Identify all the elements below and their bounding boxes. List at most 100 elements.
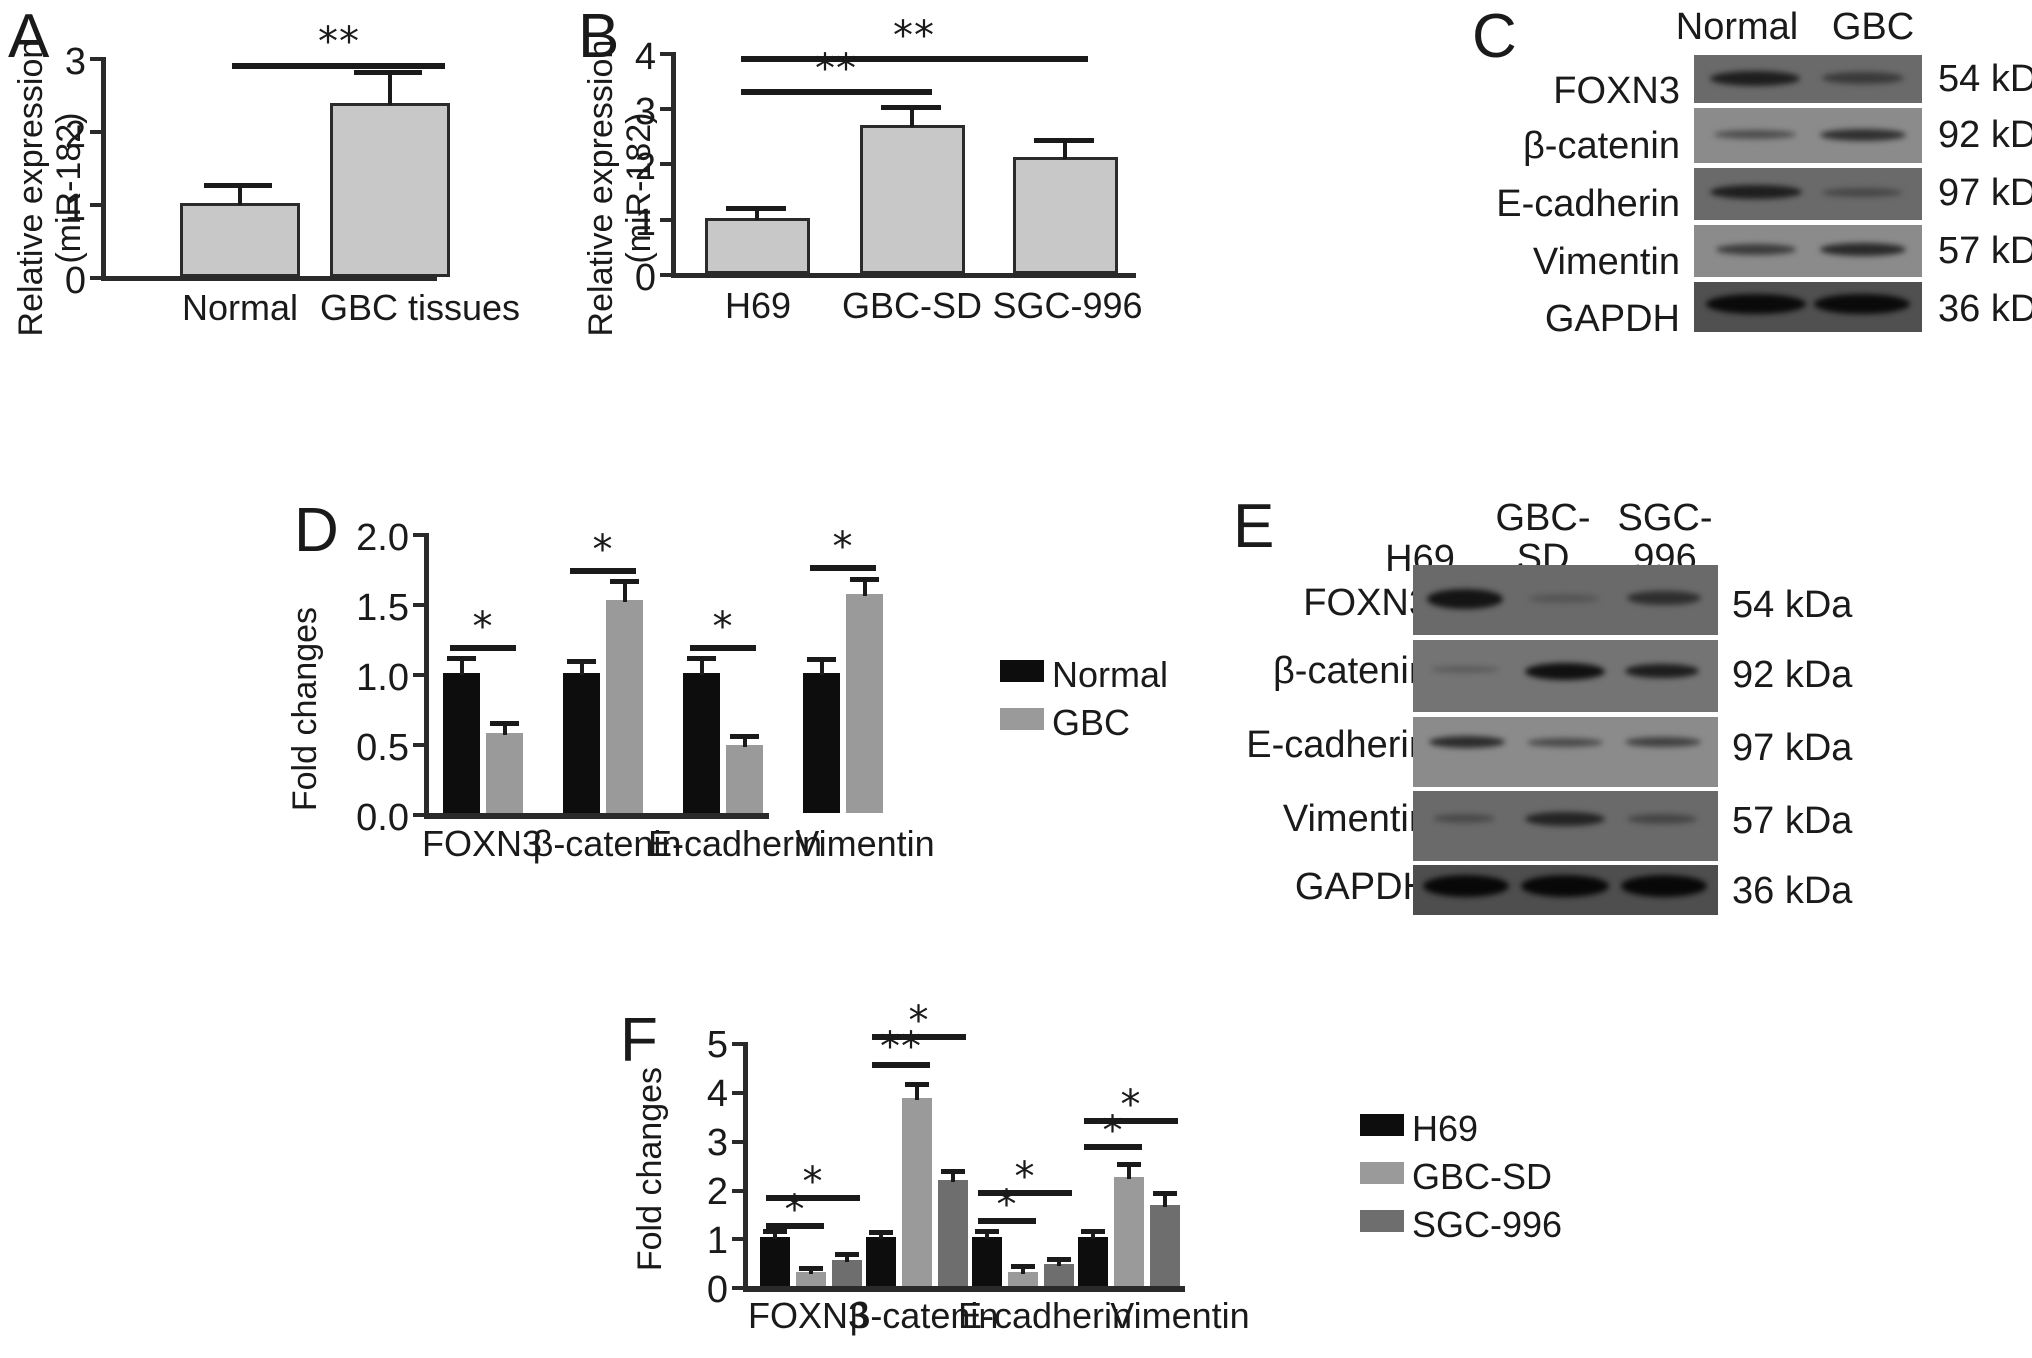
panel-d-ytick-20: 2.0 [356, 517, 409, 559]
panel-f-ytick-mark-5 [732, 1042, 745, 1046]
panel-f-errcap-ecadherin-gbcsd [1011, 1264, 1035, 1269]
panel-f-sig-bar-vimentin-outer [1084, 1118, 1178, 1124]
panel-d-ytick-mark-20 [413, 533, 426, 537]
panel-f-sig-bar-foxn3-inner [766, 1223, 824, 1229]
panel-b-x-axis [671, 273, 1136, 278]
panel-b-ytick-mark-0 [660, 273, 673, 277]
panel-f-errcap-bcatenin-sgc996 [941, 1169, 965, 1174]
panel-f-err-bcatenin-h69 [879, 1231, 883, 1239]
panel-f-ytick-2: 2 [706, 1171, 728, 1213]
panel-c-band-ecadherin-normal [1710, 185, 1802, 199]
panel-d-err-ecadherin-gbc [743, 735, 747, 747]
panel-b-ytick-0: 0 [634, 257, 656, 299]
panel-d-bar-vimentin-normal [803, 673, 840, 813]
panel-f-sig-star-bcatenin-inner: ** [880, 1024, 922, 1070]
panel-e-band-foxn3-h69 [1427, 589, 1503, 609]
panel-f-sig-bar-ecadherin-inner [978, 1218, 1036, 1224]
panel-e-band-bcatenin-gbcsd [1525, 663, 1605, 680]
panel-d-y-axis [424, 533, 429, 817]
panel-f-ytick-mark-4 [732, 1091, 745, 1095]
panel-f-bar-ecadherin-gbcsd [1008, 1272, 1038, 1286]
panel-d-sig-bar-foxn3 [450, 645, 516, 651]
panel-d-errcap-ecadherin-gbc [730, 734, 759, 739]
panel-a-ytick-mark-0 [90, 276, 103, 280]
panel-f-err-bcatenin-sgc996 [951, 1170, 955, 1182]
panel-b-cat-h69: H69 [724, 285, 792, 326]
panel-e-strip-bcatenin [1413, 640, 1718, 712]
panel-f-errcap-ecadherin-sgc996 [1047, 1257, 1071, 1262]
panel-b-err-sgc996 [1063, 140, 1067, 159]
panel-f-y-axis-label: Fold changes [630, 1066, 669, 1272]
panel-f-cat-bcatenin: β-catenin [849, 1295, 999, 1336]
panel-e-band-ecadherin-gbcsd [1527, 738, 1603, 747]
panel-d-cat-ecadherin: E-cadherin [647, 823, 823, 864]
panel-e-band-vimentin-h69 [1433, 814, 1495, 823]
panel-d-legend-label-normal: Normal [1052, 654, 1169, 695]
panel-d-err-ecadherin-normal [700, 657, 704, 675]
panel-f-errcap-vimentin-h69 [1081, 1229, 1105, 1234]
panel-f-bar-foxn3-h69 [760, 1237, 790, 1286]
panel-f-bar-ecadherin-h69 [972, 1237, 1002, 1286]
panel-c-strip-foxn3 [1694, 55, 1922, 103]
panel-d-sig-bar-bcatenin [570, 568, 636, 574]
panel-d-legend-swatch-normal [1000, 660, 1044, 682]
panel-f-err-ecadherin-sgc996 [1057, 1258, 1061, 1266]
panel-d-errcap-bcatenin-normal [567, 659, 596, 664]
panel-f-legend-label-gbcsd: GBC-SD [1412, 1156, 1553, 1197]
panel-d-bar-ecadherin-normal [683, 673, 720, 813]
panel-f-errcap-bcatenin-gbcsd [905, 1082, 929, 1087]
panel-f-err-vimentin-gbcsd [1127, 1163, 1131, 1179]
panel-b-ytick-3: 3 [634, 91, 656, 133]
panel-b-bar-sgc996 [1013, 157, 1118, 274]
panel-c-row-label-ecadherin: E-cadherin [1496, 183, 1680, 225]
panel-f-bar-vimentin-h69 [1078, 1237, 1108, 1286]
panel-f-cat-foxn3: FOXN3 [747, 1295, 869, 1336]
panel-b-ytick-mark-4 [660, 52, 673, 56]
panel-d-sig-star-bcatenin: * [592, 527, 614, 573]
panel-f-sig-bar-foxn3-outer [766, 1195, 860, 1201]
panel-b-err-gbcsd [910, 107, 914, 127]
panel-d-ytick-mark-15 [413, 603, 426, 607]
panel-d-errcap-vimentin-gbc [850, 577, 879, 582]
panel-e-row-label-ecadherin: E-cadherin [1246, 724, 1430, 766]
panel-d-sig-star-ecadherin: * [712, 604, 734, 650]
panel-d-sig-star-vimentin: * [832, 524, 854, 570]
panel-c-strip-vimentin [1694, 225, 1922, 277]
panel-letter-d: D [294, 496, 339, 565]
panel-e-row-label-vimentin: Vimentin [1282, 798, 1430, 840]
panel-f-bar-bcatenin-h69 [866, 1237, 896, 1286]
panel-e-kda-vimentin: 57 kDa [1732, 800, 1853, 842]
panel-e-strip-foxn3 [1413, 565, 1718, 635]
panel-f-bar-foxn3-sgc996 [832, 1260, 862, 1286]
panel-a-sig-bar [232, 63, 445, 69]
panel-b-y-axis-label-line1: Relative expression [581, 39, 620, 337]
panel-f-bar-vimentin-gbcsd [1114, 1177, 1144, 1286]
panel-e-band-ecadherin-h69 [1429, 736, 1505, 748]
panel-e-strip-gapdh [1413, 865, 1718, 915]
panel-f-errcap-bcatenin-h69 [869, 1230, 893, 1235]
panel-c-lane-gbc: GBC [1831, 6, 1915, 48]
panel-d-legend-swatch-gbc [1000, 708, 1044, 730]
panel-a-sig-star: ** [318, 19, 360, 65]
panel-c-band-gapdh-gbc [1814, 294, 1910, 314]
panel-f-sig-bar-bcatenin-inner [872, 1062, 930, 1068]
panel-c-row-label-foxn3: FOXN3 [1553, 70, 1680, 112]
panel-d-legend-label-gbc: GBC [1052, 702, 1131, 743]
panel-c-row-label-vimentin: Vimentin [1532, 241, 1680, 283]
panel-f-bar-vimentin-sgc996 [1150, 1205, 1180, 1286]
panel-d-err-bcatenin-normal [580, 660, 584, 675]
panel-c-band-bcatenin-gbc [1820, 129, 1906, 141]
panel-d-cat-bcatenin: β-catenin [532, 823, 682, 864]
panel-c-strip-gapdh [1694, 282, 1922, 332]
panel-b-sig-star-upper: ** [893, 13, 935, 59]
panel-f-err-foxn3-sgc996 [845, 1253, 849, 1262]
panel-c-row-label-gapdh: GAPDH [1544, 298, 1680, 340]
panel-f-legend-label-h69: H69 [1412, 1108, 1479, 1149]
panel-b-sig-bar-lower [741, 89, 932, 95]
panel-b-ytick-1: 1 [634, 202, 656, 244]
panel-d-ytick-00: 0.0 [356, 797, 409, 839]
panel-c-band-ecadherin-gbc [1822, 188, 1902, 197]
panel-f-errcap-foxn3-h69 [763, 1229, 787, 1234]
panel-f-ytick-4: 4 [706, 1073, 728, 1115]
